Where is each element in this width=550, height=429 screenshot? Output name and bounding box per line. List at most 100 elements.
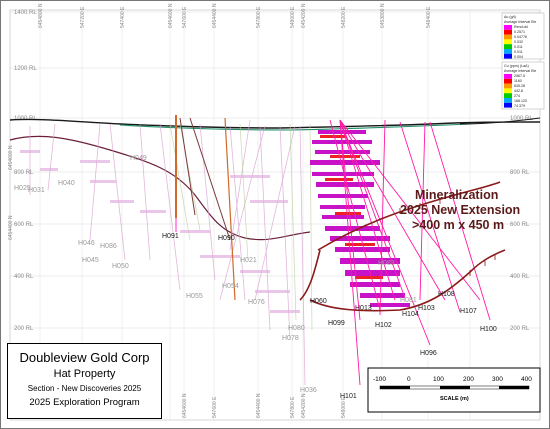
mineralization-title: Mineralization [415,188,498,202]
historic-drill-traces [29,119,306,386]
hole-label-h103: H103 [418,305,435,312]
hole-label-h099: H099 [328,320,345,327]
hole-label-h054: H054 [222,283,239,290]
drill-hole-labels: H091 H090 H045 H046 H086 H050 H055 H054 … [14,155,497,400]
svg-text:547800 E: 547800 E [256,6,262,28]
hole-label-h107: H107 [460,308,477,315]
rl-labels-right: 1000 RL 800 RL 600 RL 400 RL 200 RL [510,116,533,332]
svg-text:547200 E: 547200 E [80,6,86,28]
hole-label-h045: H045 [82,257,99,264]
svg-text:6454600 N: 6454600 N [168,3,174,28]
rl-label-right-600: 600 RL [510,222,530,228]
drill-hole-cluster-left [175,115,236,301]
scale-tick-100: 100 [433,376,444,383]
rl-label-right-1000: 1000 RL [510,116,533,122]
mineralization-annotation: Mineralization 2025 New Extension >400 m… [400,188,520,232]
hole-label-h050: H050 [112,263,129,270]
hole-label-h040: H040 [58,180,75,187]
svg-text:0.004: 0.004 [514,55,523,59]
mineralized-intercepts-red [320,135,383,279]
svg-text:6454200 N: 6454200 N [301,3,307,28]
scale-tick-neg100: -100 [373,376,386,383]
svg-text:548200 E: 548200 E [341,6,347,28]
rl-label-right-400: 400 RL [510,274,530,280]
svg-text:635.28: 635.28 [514,84,525,88]
hole-label-h046: H046 [78,240,95,247]
rl-label-right-200: 200 RL [510,326,530,332]
svg-text:1160: 1160 [514,79,522,83]
geology-contact-line [9,135,311,241]
legend-au: Au (g/t) Average Interval Ele Rend.dd 0.… [501,12,545,60]
hole-label-h102: H102 [375,322,392,329]
rl-label-right-800: 800 RL [510,170,530,176]
legend-cu-subtitle: Average Interval Ele [504,69,536,73]
svg-text:274: 274 [514,94,520,98]
svg-text:6453800 N: 6453800 N [380,3,386,28]
hole-label-h025: H025 [14,185,31,192]
svg-text:547600 E: 547600 E [182,6,188,28]
svg-text:547400 E: 547400 E [120,6,126,28]
topography-right [459,117,541,125]
rl-grid [10,11,540,329]
hole-label-h090: H090 [218,235,235,242]
hole-label-h104: H104 [402,311,419,318]
hole-label-h055: H055 [186,293,203,300]
svg-text:6454400 N: 6454400 N [8,215,14,240]
svg-text:547600 E: 547600 E [212,396,218,418]
svg-text:6454600 N: 6454600 N [8,145,14,170]
svg-text:548000 E: 548000 E [341,396,347,418]
svg-text:548400 E: 548400 E [426,6,432,28]
legend-au-title: Au (g/t) [504,15,516,19]
grid-labels-left-side: 6454600 N 6454400 N [8,145,14,240]
svg-text:Rend.dd: Rend.dd [514,25,528,29]
legend-au-ramp [504,25,512,59]
hole-label-h013: H013 [355,305,372,312]
svg-text:0.2571: 0.2571 [514,30,525,34]
title-block: Doubleview Gold Corp Hat Property Sectio… [7,343,162,419]
section-name: Section - New Discoveries 2025 [27,384,142,393]
map-frame [9,9,541,421]
new-drill-holes [329,119,491,386]
property-name: Hat Property [53,368,116,380]
svg-text:168.120: 168.120 [514,99,527,103]
svg-text:74.379: 74.379 [514,104,525,108]
hole-label-h091: H091 [162,233,179,240]
rl-label-1200: 1200 RL [14,66,37,72]
hole-label-h049: H049 [130,155,147,162]
hole-label-h086: H086 [100,243,117,250]
extension-drill-holes [299,181,506,312]
svg-text:442.8: 442.8 [514,89,523,93]
hole-label-h108: H108 [438,291,455,298]
hole-label-h083: H083 [378,260,395,267]
hole-label-h076: H076 [248,299,265,306]
mineralized-intercepts [310,130,410,307]
svg-text:6454800 N: 6454800 N [38,3,44,28]
legend-cu-title: Cu (ppm) (LaA) [504,64,529,68]
company-name: Doubleview Gold Corp [19,350,150,365]
scale-tick-300: 300 [492,376,503,383]
rl-label-1400: 1400 RL [14,10,37,16]
scale-tick-200: 200 [463,376,474,383]
svg-text:6454400 N: 6454400 N [256,393,262,418]
svg-text:0.011: 0.011 [514,45,523,49]
rl-label-600: 600 RL [14,222,34,228]
svg-text:547800 E: 547800 E [290,396,296,418]
rl-label-800: 800 RL [14,170,34,176]
scale-tick-0: 0 [407,376,411,383]
hole-label-h080: H080 [288,325,305,332]
hole-label-h078: H078 [282,335,299,342]
hole-label-h096: H096 [420,350,437,357]
scale-bar: -100 0 100 200 300 400 SCALE (m) [367,367,541,413]
rl-label-400: 400 RL [14,274,34,280]
program-name: 2025 Exploration Program [29,397,140,408]
svg-text:6454400 N: 6454400 N [212,3,218,28]
svg-text:0.04776: 0.04776 [514,35,527,39]
grid-labels-top: 6454800 N 547200 E 547400 E 6454600 N 54… [38,3,432,28]
hole-label-h100: H100 [480,326,497,333]
mineralization-subtitle: 2025 New Extension [400,203,520,217]
svg-text:0.011: 0.011 [514,50,523,54]
svg-text:6454600 N: 6454600 N [182,393,188,418]
svg-text:548000 E: 548000 E [290,6,296,28]
hole-label-h031: H031 [28,187,45,194]
